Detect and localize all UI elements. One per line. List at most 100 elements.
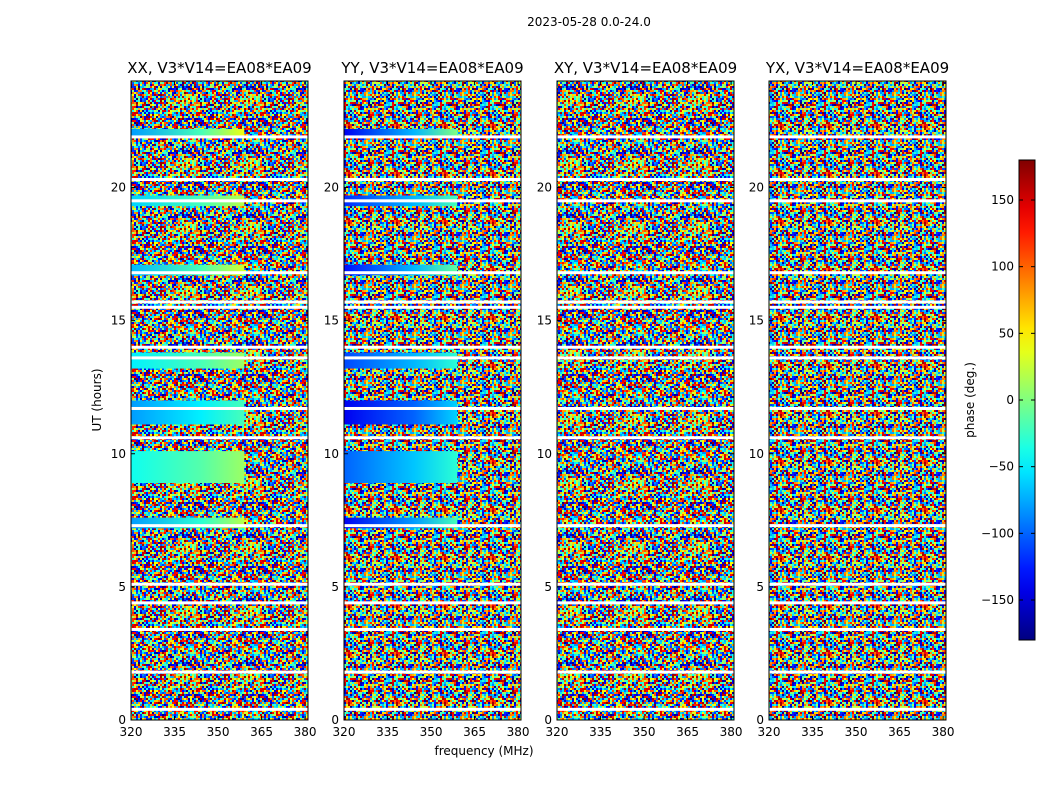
flagged-gap <box>344 406 521 410</box>
flagged-gap <box>557 300 734 304</box>
y-tick-label: 5 <box>118 580 126 594</box>
flagged-gap <box>769 300 946 304</box>
x-tick-label: 320 <box>758 725 781 739</box>
flagged-gap <box>131 345 308 349</box>
flagged-gap <box>557 524 734 528</box>
colorbar-label: phase (deg.) <box>963 362 977 438</box>
panel-title-xx: XX, V3*V14=EA08*EA09 <box>127 59 311 77</box>
x-tick-label: 380 <box>932 725 955 739</box>
flagged-gap <box>131 305 308 309</box>
flagged-gap <box>344 305 521 309</box>
flagged-gap <box>131 271 308 275</box>
coherent-band <box>131 517 245 529</box>
flagged-gap <box>344 356 521 360</box>
phase-image-yx <box>769 81 946 720</box>
flagged-gap <box>557 271 734 275</box>
y-tick-label: 10 <box>111 447 126 461</box>
y-tick-label: 15 <box>324 314 339 328</box>
flagged-gap <box>769 199 946 203</box>
y-tick-label: 15 <box>749 314 764 328</box>
flagged-gap <box>557 135 734 139</box>
y-tick-label: 15 <box>111 314 126 328</box>
panel-title-xy: XY, V3*V14=EA08*EA09 <box>554 59 737 77</box>
flagged-gap <box>769 601 946 605</box>
coherent-band <box>344 352 458 369</box>
flagged-gap <box>344 135 521 139</box>
panel-frame <box>556 80 735 721</box>
flagged-gap <box>769 135 946 139</box>
colorbar-tick-label: 100 <box>991 260 1014 274</box>
panel-yx: YX, V3*V14=EA08*EA09 320 335 350 365 380 0 5 10 1… <box>749 59 955 739</box>
x-tick-label: 350 <box>207 725 230 739</box>
flagged-gap <box>344 670 521 674</box>
flagged-gap <box>131 601 308 605</box>
x-tick-label: 350 <box>420 725 443 739</box>
flagged-gap <box>131 406 308 410</box>
coherent-band <box>344 128 458 137</box>
coherent-band <box>131 451 245 484</box>
x-tick-label: 365 <box>888 725 911 739</box>
x-tick-label: 380 <box>720 725 743 739</box>
x-tick-label: 320 <box>120 725 143 739</box>
flagged-gap <box>344 345 521 349</box>
x-tick-label: 365 <box>463 725 486 739</box>
y-tick-label: 5 <box>756 580 764 594</box>
flagged-gap <box>557 178 734 182</box>
x-tick-label: 380 <box>294 725 317 739</box>
x-tick-label: 350 <box>845 725 868 739</box>
flagged-gap <box>769 670 946 674</box>
coherent-band <box>344 517 458 529</box>
panel-title-yy: YY, V3*V14=EA08*EA09 <box>340 59 523 77</box>
flagged-gap <box>769 627 946 631</box>
flagged-gap <box>131 300 308 304</box>
phase-image-yy <box>344 81 521 720</box>
panel-frame <box>130 80 309 721</box>
y-tick-label: 10 <box>537 447 552 461</box>
panel-title-yx: YX, V3*V14=EA08*EA09 <box>765 59 949 77</box>
flagged-gap <box>344 199 521 203</box>
coherent-band <box>344 400 458 425</box>
panel-frame <box>768 80 947 721</box>
coherent-band <box>131 352 245 369</box>
x-tick-label: 320 <box>333 725 356 739</box>
x-tick-label: 335 <box>376 725 399 739</box>
flagged-gap <box>557 356 734 360</box>
flagged-gap <box>131 524 308 528</box>
y-tick-label: 0 <box>756 713 764 727</box>
flagged-gap <box>769 271 946 275</box>
flagged-gap <box>769 305 946 309</box>
y-tick-label: 0 <box>544 713 552 727</box>
flagged-gap <box>344 582 521 586</box>
flagged-gap <box>344 707 521 711</box>
x-tick-label: 365 <box>676 725 699 739</box>
coherent-band <box>131 400 245 425</box>
y-tick-label: 5 <box>544 580 552 594</box>
flagged-gap <box>131 135 308 139</box>
flagged-gap <box>557 670 734 674</box>
flagged-gap <box>131 582 308 586</box>
flagged-gap <box>344 271 521 275</box>
flagged-gap <box>769 582 946 586</box>
y-tick-label: 0 <box>331 713 339 727</box>
y-axis-label: UT (hours) <box>90 368 104 431</box>
y-tick-label: 5 <box>331 580 339 594</box>
flagged-gap <box>557 406 734 410</box>
x-tick-label: 320 <box>546 725 569 739</box>
flagged-gap <box>769 406 946 410</box>
colorbar-tick-label: 50 <box>999 326 1014 340</box>
flagged-gap <box>557 582 734 586</box>
y-tick-label: 20 <box>324 181 339 195</box>
y-tick-label: 15 <box>537 314 552 328</box>
flagged-gap <box>557 601 734 605</box>
y-tick-label: 20 <box>537 181 552 195</box>
flagged-gap <box>769 436 946 440</box>
panel-yy: YY, V3*V14=EA08*EA09 320 335 350 365 380 0 5 10 1… <box>324 59 530 739</box>
panel-xy: XY, V3*V14=EA08*EA09 320 335 350 365 380 0 5 10 1… <box>537 59 743 739</box>
flagged-gap <box>131 436 308 440</box>
x-tick-label: 365 <box>250 725 273 739</box>
flagged-gap <box>344 300 521 304</box>
colorbar-tick-label: −150 <box>981 593 1014 607</box>
flagged-gap <box>131 627 308 631</box>
colorbar-tick-label: −100 <box>981 526 1014 540</box>
